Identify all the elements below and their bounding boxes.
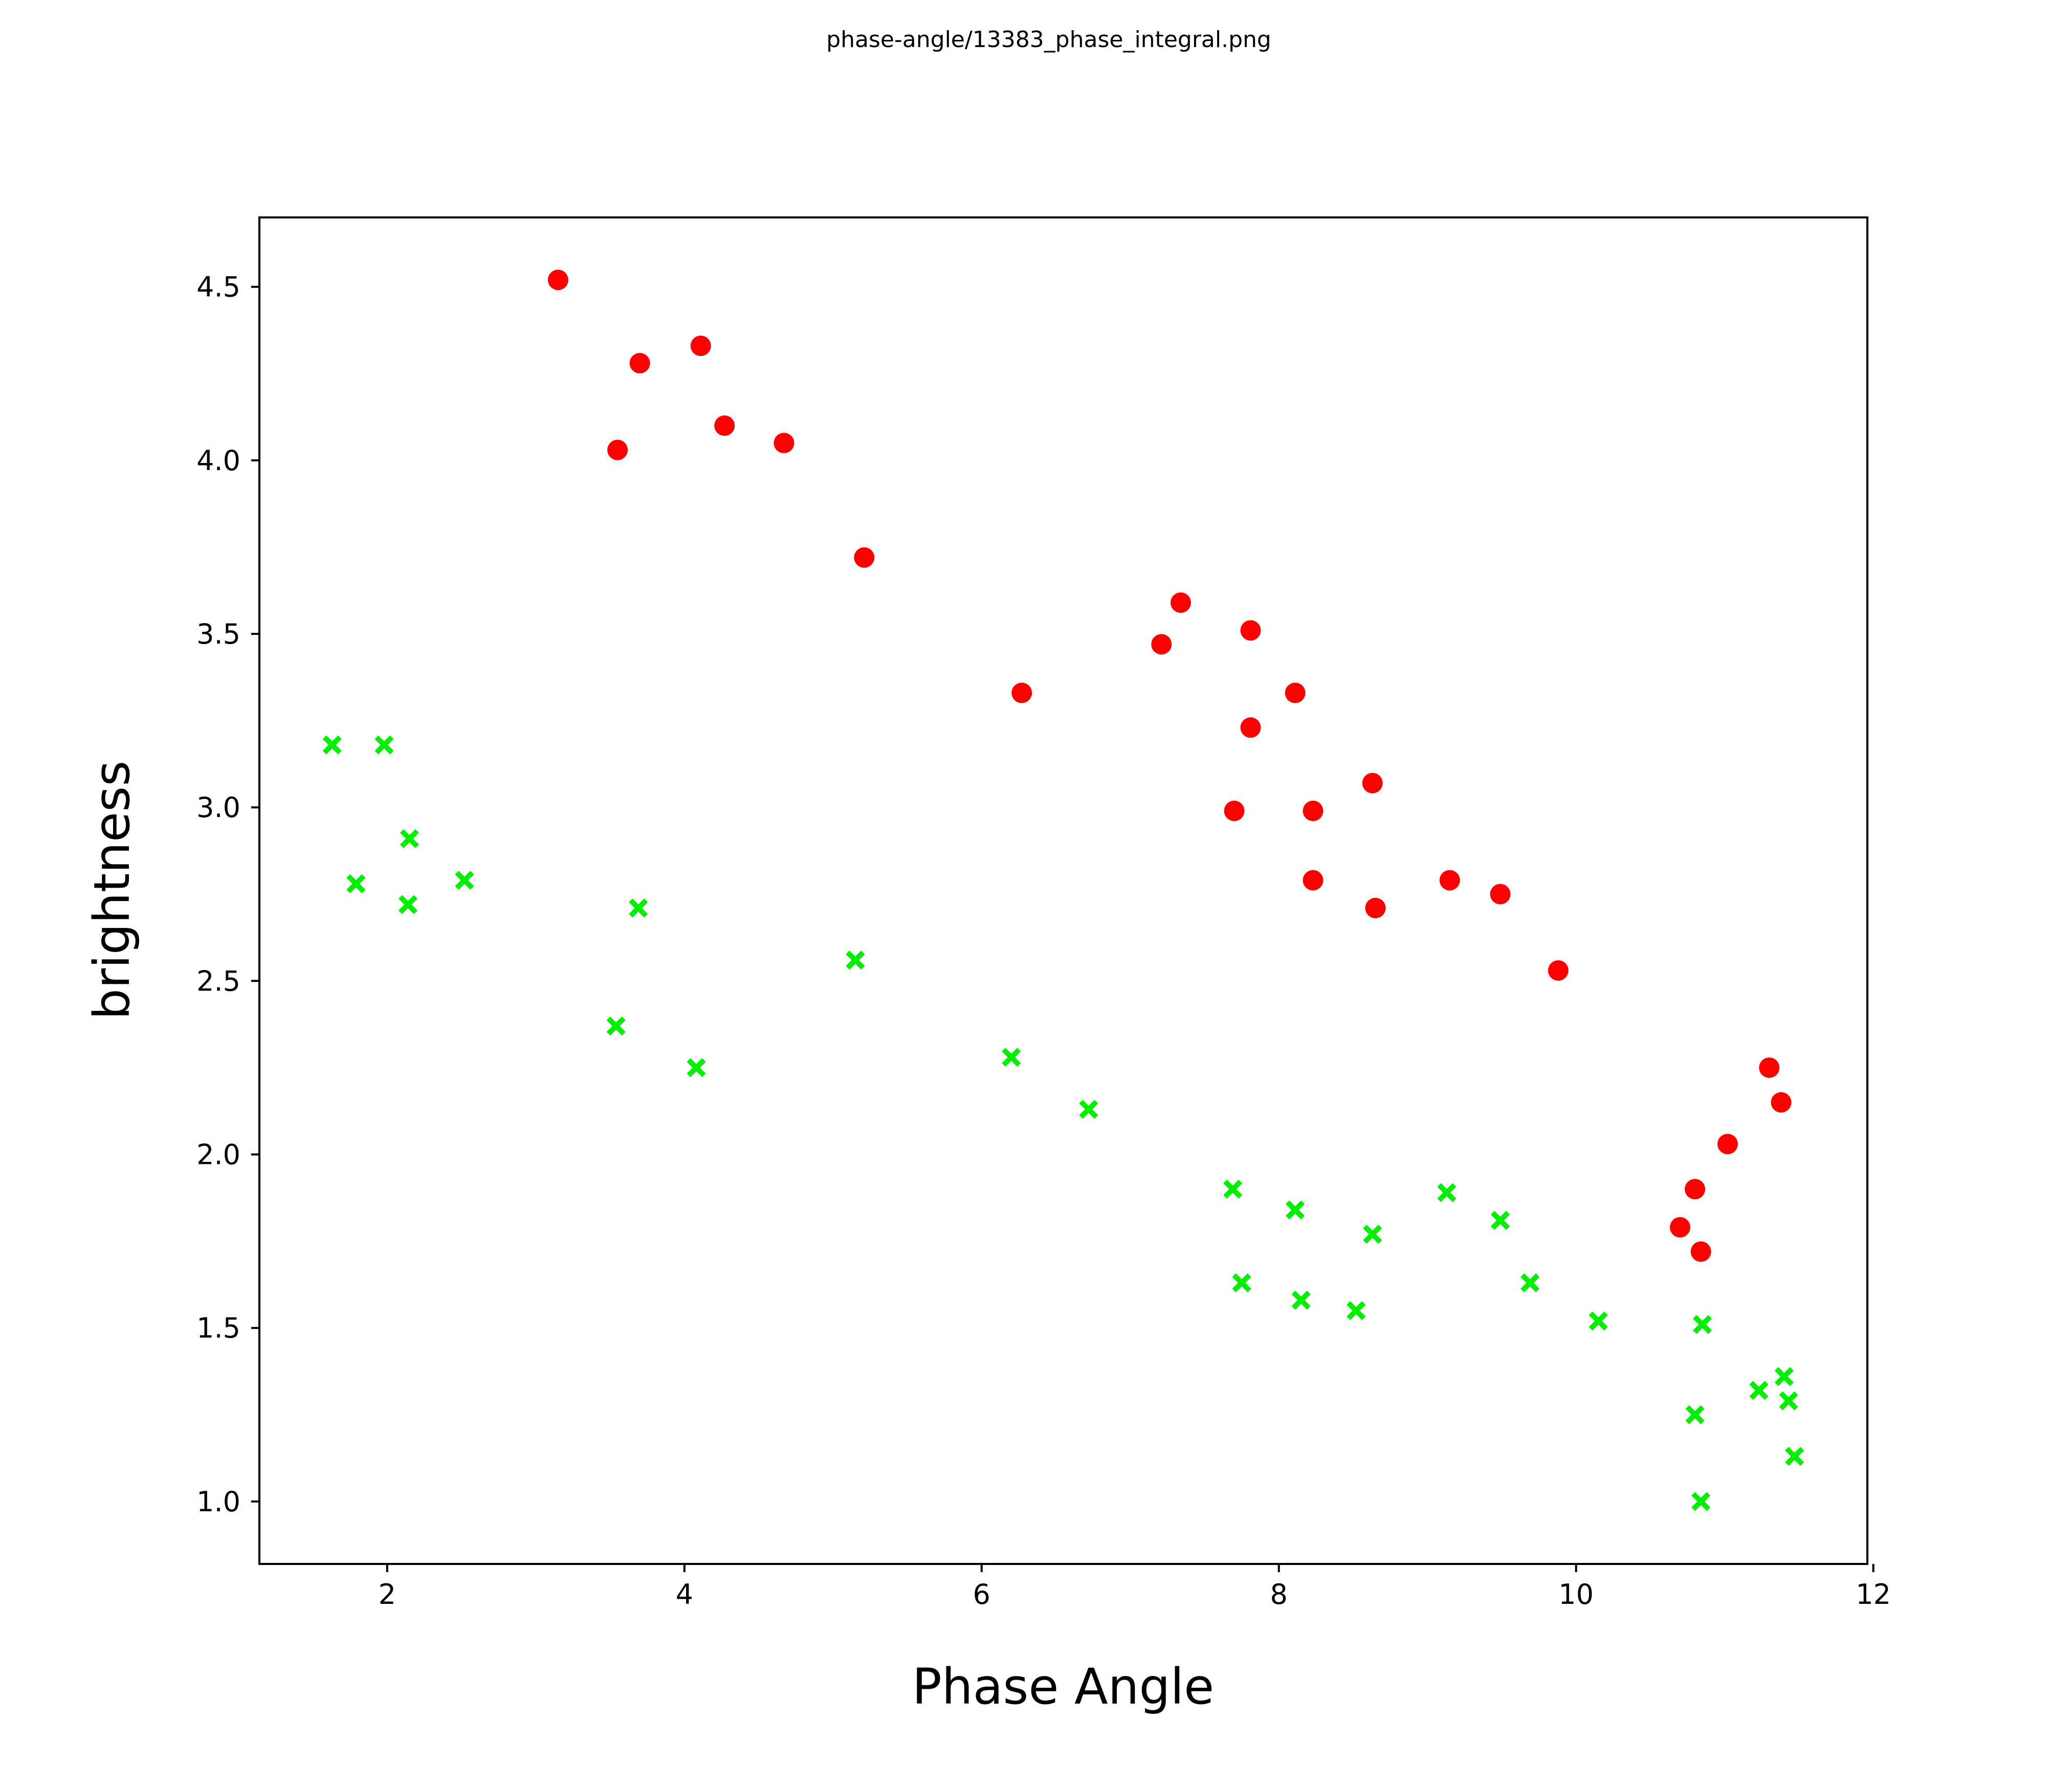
red-dot-marker [1365, 897, 1386, 918]
red-dot-marker [1759, 1057, 1780, 1078]
series-red-circles [547, 270, 1792, 1262]
red-dot-marker [1690, 1241, 1711, 1262]
red-dot-marker [1490, 884, 1511, 904]
green-x-marker [1779, 1391, 1798, 1410]
y-axis-ticks: 1.0 1.5 2.0 2.5 3.0 3.5 4.0 4.5 [196, 271, 259, 1518]
y-tick-label: 1.5 [196, 1312, 240, 1344]
red-dot-marker [1240, 717, 1261, 738]
green-x-marker [1286, 1200, 1305, 1220]
x-axis-label: Phase Angle [912, 1658, 1214, 1715]
series-green-crosses [322, 735, 1804, 1511]
green-x-marker [1691, 1492, 1711, 1511]
green-x-marker [629, 898, 648, 918]
green-x-marker [1749, 1381, 1769, 1400]
red-dot-marker [1285, 682, 1306, 703]
red-dot-marker [1362, 773, 1383, 793]
green-x-marker [687, 1058, 706, 1077]
green-x-marker [1232, 1273, 1251, 1293]
green-x-marker [1520, 1273, 1540, 1293]
green-x-marker [398, 895, 418, 914]
green-x-marker [846, 951, 865, 970]
green-x-marker [606, 1017, 626, 1036]
x-tick-label: 12 [1856, 1578, 1891, 1610]
red-dot-marker [1685, 1179, 1706, 1200]
x-tick-label: 10 [1558, 1578, 1594, 1610]
green-x-marker [1291, 1290, 1311, 1310]
red-dot-marker [1771, 1092, 1792, 1113]
green-x-marker [1347, 1301, 1366, 1320]
green-x-marker [1774, 1367, 1794, 1386]
green-x-marker [1079, 1099, 1098, 1119]
red-dot-marker [1303, 800, 1324, 821]
green-x-marker [1693, 1315, 1712, 1334]
y-axis-label: brightness [83, 761, 141, 1020]
x-tick-label: 8 [1270, 1578, 1288, 1610]
green-x-marker [1685, 1405, 1705, 1424]
red-dot-marker [629, 352, 650, 373]
green-x-marker [346, 874, 366, 893]
y-tick-label: 2.0 [196, 1139, 240, 1171]
red-dot-marker [1240, 620, 1261, 641]
y-tick-label: 3.5 [196, 618, 240, 650]
green-x-marker [322, 735, 342, 755]
red-dot-marker [1439, 870, 1460, 891]
red-dot-marker [854, 547, 875, 568]
green-x-marker [1437, 1183, 1457, 1202]
green-x-marker [374, 735, 394, 755]
green-x-marker [455, 871, 474, 890]
x-axis-ticks: 2 4 6 8 10 12 [379, 1564, 1891, 1610]
y-tick-label: 2.5 [196, 965, 240, 997]
y-tick-label: 4.5 [196, 271, 240, 303]
green-x-marker [1363, 1225, 1382, 1244]
red-dot-marker [1224, 800, 1245, 821]
red-dot-marker [714, 415, 735, 436]
red-dot-marker [1151, 634, 1172, 655]
red-dot-marker [1717, 1134, 1738, 1155]
green-x-marker [1223, 1179, 1243, 1199]
y-tick-label: 3.0 [196, 791, 240, 824]
x-tick-label: 6 [973, 1578, 990, 1610]
red-dot-marker [547, 270, 568, 291]
data-points [322, 270, 1804, 1511]
chart-title: phase-angle/13383_phase_integral.png [826, 27, 1271, 53]
green-x-marker [1589, 1311, 1608, 1331]
green-x-marker [1002, 1048, 1021, 1067]
y-tick-label: 1.0 [196, 1486, 240, 1518]
green-x-marker [1785, 1447, 1804, 1466]
red-dot-marker [1170, 592, 1191, 613]
red-dot-marker [1669, 1217, 1690, 1238]
red-dot-marker [1303, 870, 1324, 891]
green-x-marker [1490, 1210, 1510, 1230]
red-dot-marker [774, 432, 795, 453]
red-dot-marker [690, 335, 711, 356]
green-x-marker [400, 829, 419, 848]
x-tick-label: 4 [676, 1578, 693, 1610]
red-dot-marker [1011, 682, 1032, 703]
y-tick-label: 4.0 [196, 445, 240, 477]
x-tick-label: 2 [379, 1578, 396, 1610]
plot-area-spines [258, 216, 1868, 1565]
red-dot-marker [607, 439, 628, 460]
red-dot-marker [1548, 960, 1569, 981]
